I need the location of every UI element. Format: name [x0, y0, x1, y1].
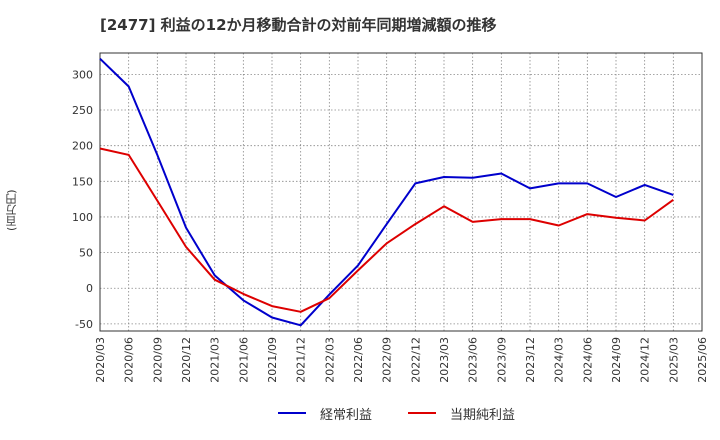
x-tick-label: 2020/06: [123, 337, 136, 383]
y-tick-label: 0: [86, 282, 93, 295]
y-tick-label: 150: [72, 175, 93, 188]
x-tick-label: 2022/03: [323, 337, 336, 383]
y-tick-label: 300: [72, 68, 93, 81]
y-tick-label: 100: [72, 211, 93, 224]
x-tick-label: 2022/12: [409, 337, 422, 383]
x-tick-label: 2024/03: [553, 337, 566, 383]
x-tick-label: 2023/12: [524, 337, 537, 383]
x-tick-label: 2023/06: [467, 337, 480, 383]
x-tick-label: 2021/03: [209, 337, 222, 383]
plot-border: [99, 52, 703, 332]
x-tick-label: 2021/06: [237, 337, 250, 383]
x-tick-label: 2020/03: [94, 337, 107, 383]
legend-swatch-series-0: [278, 412, 306, 414]
y-tick-label: 250: [72, 104, 93, 117]
x-tick-label: 2020/09: [151, 337, 164, 383]
x-tick-label: 2022/06: [352, 337, 365, 383]
x-tick-label: 2025/03: [667, 337, 680, 383]
x-tick-label: 2023/09: [495, 337, 508, 383]
legend-swatch-series-1: [408, 412, 436, 414]
x-tick-label: 2024/09: [610, 337, 623, 383]
legend-label-series-1: 当期純利益: [450, 408, 516, 423]
x-tick-label: 2024/06: [581, 337, 594, 383]
y-tick-label: 200: [72, 140, 93, 153]
x-tick-label: 2024/12: [639, 337, 652, 383]
legend-label-series-0: 経常利益: [320, 408, 373, 423]
x-tick-label: 2023/03: [438, 337, 451, 383]
x-tick-label: 2025/06: [696, 337, 709, 383]
y-tick-label: -50: [75, 318, 93, 331]
x-tick-label: 2022/09: [381, 337, 394, 383]
x-tick-label: 2020/12: [180, 337, 193, 383]
x-tick-label: 2021/09: [266, 337, 279, 383]
x-tick-label: 2021/12: [295, 337, 308, 383]
series-line-1: [99, 147, 674, 313]
chart-title: [2477] 利益の12か月移動合計の対前年同期増減額の推移: [100, 16, 497, 34]
y-tick-label: 50: [79, 247, 93, 260]
plot-area: [100, 53, 702, 331]
series-line-0: [99, 57, 674, 327]
